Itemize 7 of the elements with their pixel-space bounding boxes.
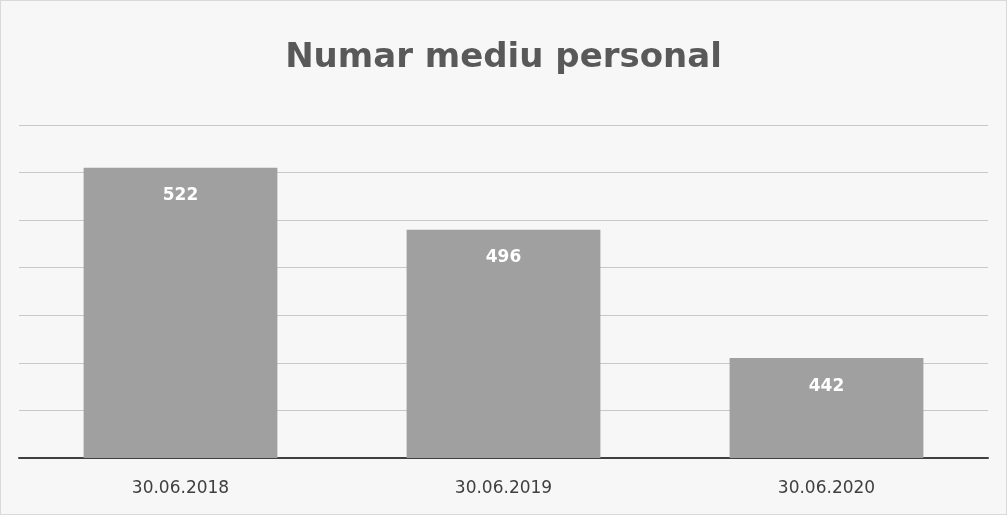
x-tick-label: 30.06.2019 (454, 476, 553, 497)
x-tick-label: 30.06.2018 (131, 476, 230, 497)
data-label: 496 (485, 246, 522, 267)
data-label: 442 (808, 374, 845, 395)
chart-title: Numar mediu personal (285, 35, 722, 75)
data-label: 522 (162, 184, 199, 205)
x-tick-label: 30.06.2020 (777, 476, 876, 497)
